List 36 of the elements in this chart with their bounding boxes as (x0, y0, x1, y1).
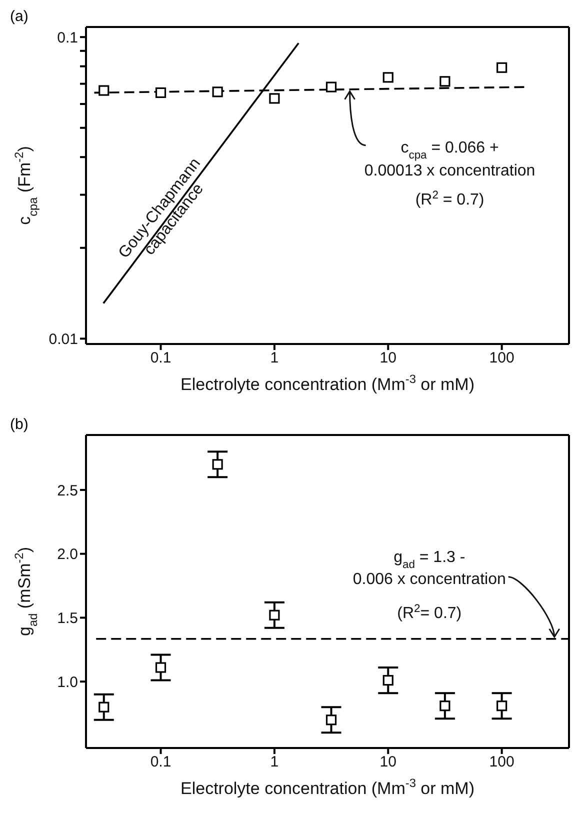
point (269, 610, 280, 620)
y-tick-label: 0.01 (48, 330, 78, 348)
point (155, 662, 166, 673)
chart-title: (a) (10, 8, 28, 25)
point (496, 700, 508, 712)
point (98, 702, 110, 712)
point (382, 72, 394, 83)
point (496, 62, 508, 73)
x-tick-label: 10 (380, 754, 396, 771)
y-tick-label: 0.1 (57, 29, 78, 46)
point (440, 76, 450, 87)
point (326, 714, 337, 726)
point (440, 700, 450, 712)
point (326, 82, 337, 92)
x-tick-label: 1 (270, 350, 279, 367)
point (212, 86, 223, 98)
y-tick-label: 2.5 (57, 482, 78, 500)
x-axis-title: Electrolyte concentration (Mm$^{-3}$ or mM) (180, 776, 474, 798)
x-axis-title: Electrolyte concentration (Mm$^{-3}$ or mM) (180, 372, 474, 394)
x-tick-label: 0.1 (150, 754, 172, 771)
x-tick-label: 100 (489, 350, 514, 367)
annotation: c$_{cpa}$ = 0.066 + 0.00013 x concentration (R$^{2}$ = 0.7) (364, 139, 536, 208)
x-tick-label: 0.1 (150, 350, 172, 367)
point (382, 674, 394, 686)
x-tick-label: 100 (489, 754, 514, 771)
point (212, 459, 223, 470)
chart-title: (b) (10, 416, 28, 433)
x-tick-label: 1 (270, 754, 279, 771)
point (155, 87, 166, 98)
x-tick-label: 10 (380, 350, 396, 367)
y-tick-label: 2.0 (57, 546, 78, 564)
point (98, 85, 110, 96)
y-tick-label: 1.5 (57, 610, 78, 628)
point (269, 93, 280, 104)
y-tick-label: 1.0 (57, 674, 78, 691)
annotation: g$_{ad}$ = 1.3 - 0.006 x concentration (R$^{2}$= 0.7) (352, 548, 506, 622)
